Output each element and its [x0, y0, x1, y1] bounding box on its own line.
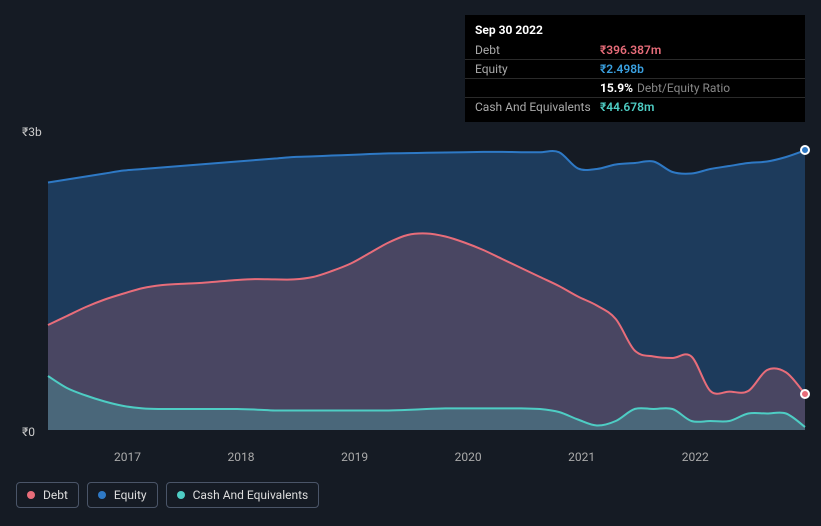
legend-dot-icon [98, 491, 106, 499]
tooltip-row: Equity₹2.498b [465, 60, 805, 79]
tooltip-value: ₹44.678m [600, 100, 654, 114]
x-axis-label: 2018 [228, 450, 255, 464]
tooltip-row: Debt₹396.387m [465, 41, 805, 60]
x-axis-label: 2019 [341, 450, 368, 464]
legend-item-cash-and-equivalents[interactable]: Cash And Equivalents [166, 482, 320, 508]
legend-label: Cash And Equivalents [193, 488, 309, 502]
x-axis-label: 2017 [114, 450, 141, 464]
x-axis-label: 2020 [455, 450, 482, 464]
tooltip-suffix: Debt/Equity Ratio [637, 81, 730, 95]
marker-equity [800, 145, 810, 155]
legend-item-equity[interactable]: Equity [87, 482, 158, 508]
chart-tooltip: Sep 30 2022 Debt₹396.387mEquity₹2.498b15… [465, 15, 805, 122]
chart-container: ₹3b ₹0 2017 2018 2019 2020 2021 2022 Sep 30 2… [0, 0, 821, 526]
legend-label: Equity [114, 488, 147, 502]
tooltip-label: Equity [475, 62, 600, 76]
x-axis-label: 2021 [568, 450, 595, 464]
y-axis-label-0: ₹0 [22, 425, 35, 439]
marker-debt [800, 389, 810, 399]
tooltip-row: Cash And Equivalents₹44.678m [465, 98, 805, 116]
tooltip-label: Debt [475, 43, 600, 57]
x-axis-label: 2022 [682, 450, 709, 464]
legend-item-debt[interactable]: Debt [16, 482, 79, 508]
legend-label: Debt [43, 488, 68, 502]
tooltip-rows: Debt₹396.387mEquity₹2.498b15.9%Debt/Equi… [465, 41, 805, 116]
tooltip-value: 15.9%Debt/Equity Ratio [600, 81, 730, 95]
tooltip-label: Cash And Equivalents [475, 100, 600, 114]
tooltip-date: Sep 30 2022 [465, 21, 805, 41]
y-axis-label-3b: ₹3b [22, 125, 42, 139]
legend-dot-icon [177, 491, 185, 499]
tooltip-value: ₹2.498b [600, 62, 644, 76]
legend-dot-icon [27, 491, 35, 499]
x-axis-labels: 2017 2018 2019 2020 2021 2022 [48, 450, 805, 466]
tooltip-value: ₹396.387m [600, 43, 661, 57]
tooltip-label [475, 81, 600, 95]
legend: Debt Equity Cash And Equivalents [16, 482, 319, 508]
tooltip-row: 15.9%Debt/Equity Ratio [465, 79, 805, 98]
